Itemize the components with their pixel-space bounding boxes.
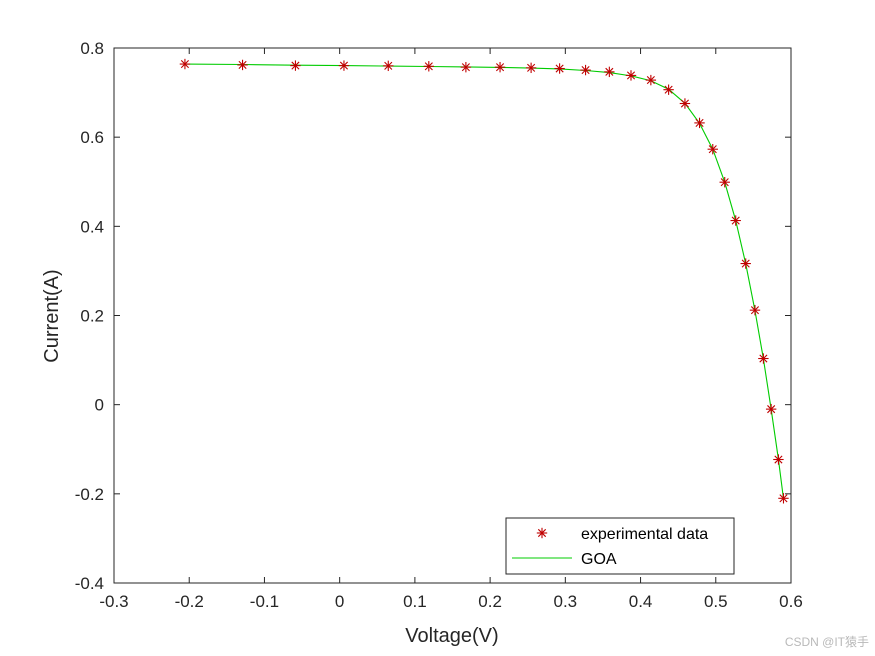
data-point — [423, 61, 435, 72]
x-tick-label: -0.2 — [175, 592, 204, 611]
data-point — [383, 60, 394, 72]
series-line-goa — [184, 63, 785, 499]
data-point — [758, 353, 769, 364]
x-tick-label: -0.1 — [250, 592, 279, 611]
x-tick-label: 0.4 — [629, 592, 653, 611]
data-point — [525, 62, 537, 74]
data-point — [554, 63, 565, 74]
data-point — [604, 66, 615, 78]
data-point — [494, 61, 506, 73]
data-point — [707, 144, 718, 155]
data-point — [625, 70, 637, 81]
data-point — [765, 403, 777, 415]
data-point — [338, 60, 350, 71]
y-tick-label: 0.6 — [80, 128, 104, 147]
y-axis-label: Current(A) — [41, 269, 63, 362]
data-point — [749, 304, 761, 316]
data-point — [663, 84, 674, 95]
legend-label-experimental-data: experimental data — [581, 526, 708, 543]
data-point — [290, 60, 301, 71]
x-tick-label: 0.5 — [704, 592, 728, 611]
y-tick-label: 0.2 — [80, 307, 104, 326]
data-point — [740, 258, 751, 269]
y-axis: -0.4 -0.2 0 0.2 0.4 0.6 0.8 — [75, 39, 791, 593]
series-layer — [179, 58, 789, 504]
x-axis: -0.3 -0.2 -0.1 0 0.1 0.2 0.3 0.4 0.5 0.6 — [99, 48, 803, 611]
data-point — [460, 61, 472, 73]
data-point — [179, 58, 191, 70]
data-point — [645, 74, 657, 86]
watermark: CSDN @IT猿手 — [784, 635, 869, 649]
data-point — [719, 176, 730, 188]
x-tick-label: 0 — [335, 592, 344, 611]
data-point — [237, 59, 248, 71]
plot-area — [114, 48, 791, 583]
legend-asterisk — [536, 527, 548, 539]
x-tick-label: 0.1 — [403, 592, 427, 611]
x-tick-label: 0.6 — [779, 592, 803, 611]
legend-label-goa: GOA — [581, 551, 617, 568]
y-tick-label: -0.4 — [75, 574, 104, 593]
data-point — [778, 493, 789, 504]
data-point — [580, 64, 591, 76]
data-point — [773, 454, 784, 465]
legend-marker-experimental-data — [536, 527, 548, 539]
data-point — [679, 98, 691, 109]
x-tick-label: -0.3 — [99, 592, 128, 611]
y-tick-label: 0.8 — [80, 39, 104, 58]
data-point — [694, 117, 705, 129]
x-axis-label: Voltage(V) — [405, 625, 498, 647]
legend: experimental data GOA — [505, 517, 735, 575]
legend-box — [505, 517, 735, 575]
y-tick-label: -0.2 — [75, 485, 104, 504]
x-tick-label: 0.3 — [554, 592, 578, 611]
x-tick-label: 0.2 — [478, 592, 502, 611]
y-tick-label: 0.4 — [80, 217, 104, 236]
y-tick-label: 0 — [95, 396, 104, 415]
data-point — [730, 215, 741, 226]
